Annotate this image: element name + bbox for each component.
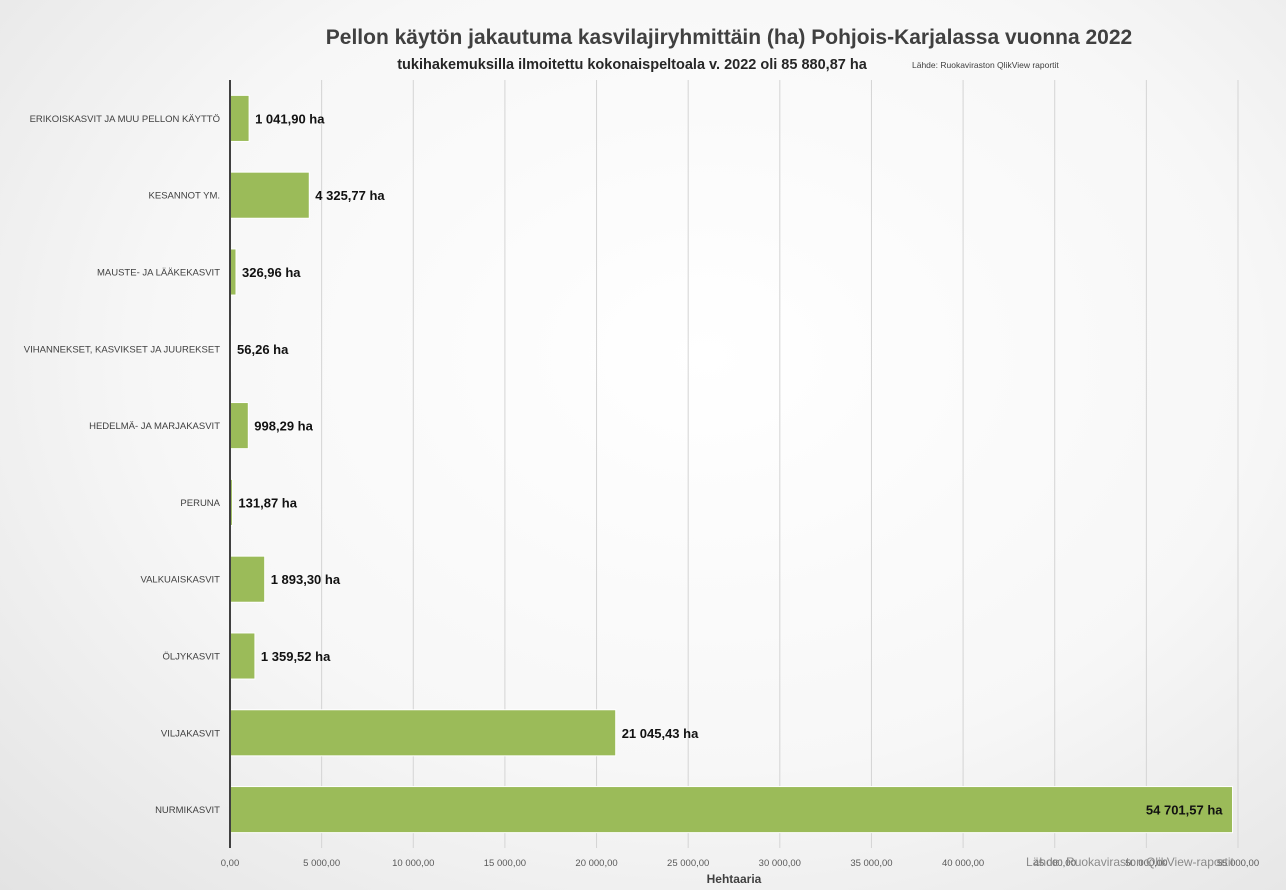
x-tick-label: 30 000,00: [759, 858, 801, 869]
category-label: KESANNOT YM.: [149, 191, 220, 202]
category-label: VILJAKASVIT: [161, 728, 220, 739]
bar: [229, 171, 310, 219]
category-label: ÖLJYKASVIT: [162, 652, 220, 663]
chart-title: Pellon käytön jakautuma kasvilajiryhmitt…: [326, 26, 1132, 49]
bar: [229, 555, 266, 603]
data-label: 326,96 ha: [242, 265, 301, 280]
x-axis-title: Hehtaaria: [707, 872, 762, 886]
x-tick-label: 50 000,00: [1125, 858, 1167, 869]
data-label: 4 325,77 ha: [315, 188, 385, 203]
category-label: MAUSTE- JA LÄÄKEKASVIT: [97, 268, 220, 279]
x-tick-label: 45 000,00: [1034, 858, 1076, 869]
data-label: 21 045,43 ha: [622, 726, 699, 741]
data-label: 1 041,90 ha: [255, 111, 325, 126]
watermark: Lähde: Ruokaviraston QlikView-raportit: [1026, 855, 1235, 869]
bar: [229, 94, 250, 142]
bar: [229, 709, 617, 757]
source-note: Lähde: Ruokaviraston QlikView raportit: [912, 60, 1059, 70]
x-tick-label: 55 000,00: [1217, 858, 1259, 869]
category-label: NURMIKASVIT: [155, 805, 220, 816]
x-tick-label: 40 000,00: [942, 858, 984, 869]
data-labels: 1 041,90 ha 4 325,77 ha 326,96 ha 56,26 ha 9…: [237, 111, 1223, 817]
data-label: 1 893,30 ha: [271, 572, 341, 587]
category-label: ERIKOISKASVIT JA MUU PELLON KÄYTTÖ: [30, 114, 220, 125]
category-labels: ERIKOISKASVIT JA MUU PELLON KÄYTTÖ KESANN…: [24, 114, 221, 816]
bar: [229, 402, 249, 450]
category-label: VIHANNEKSET, KASVIKSET JA JUUREKSET: [24, 344, 220, 355]
bar: [229, 786, 1234, 834]
data-label: 998,29 ha: [254, 419, 313, 434]
x-tick-label: 10 000,00: [392, 858, 434, 869]
data-label: 56,26 ha: [237, 342, 289, 357]
data-label: 1 359,52 ha: [261, 649, 331, 664]
x-tick-label: 20 000,00: [575, 858, 617, 869]
chart-subtitle: tukihakemuksilla ilmoitettu kokonaispelt…: [397, 57, 868, 73]
x-tick-label: 5 000,00: [303, 858, 340, 869]
x-tick-label: 35 000,00: [850, 858, 892, 869]
category-label: HEDELMÄ- JA MARJAKASVIT: [89, 421, 220, 432]
gridlines: [321, 80, 1239, 848]
x-tick-label: 15 000,00: [484, 858, 526, 869]
x-tick-label: 0,00: [221, 858, 240, 869]
bar: [229, 632, 256, 680]
x-tick-label: 25 000,00: [667, 858, 709, 869]
bars: [229, 94, 1234, 834]
data-label: 54 701,57 ha: [1146, 803, 1223, 818]
category-label: PERUNA: [180, 498, 220, 509]
data-label: 131,87 ha: [238, 495, 297, 510]
x-tick-labels: 0,00 5 000,00 10 000,00 15 000,00 20 000,00 2…: [221, 858, 1259, 869]
category-label: VALKUAISKASVIT: [140, 575, 220, 586]
